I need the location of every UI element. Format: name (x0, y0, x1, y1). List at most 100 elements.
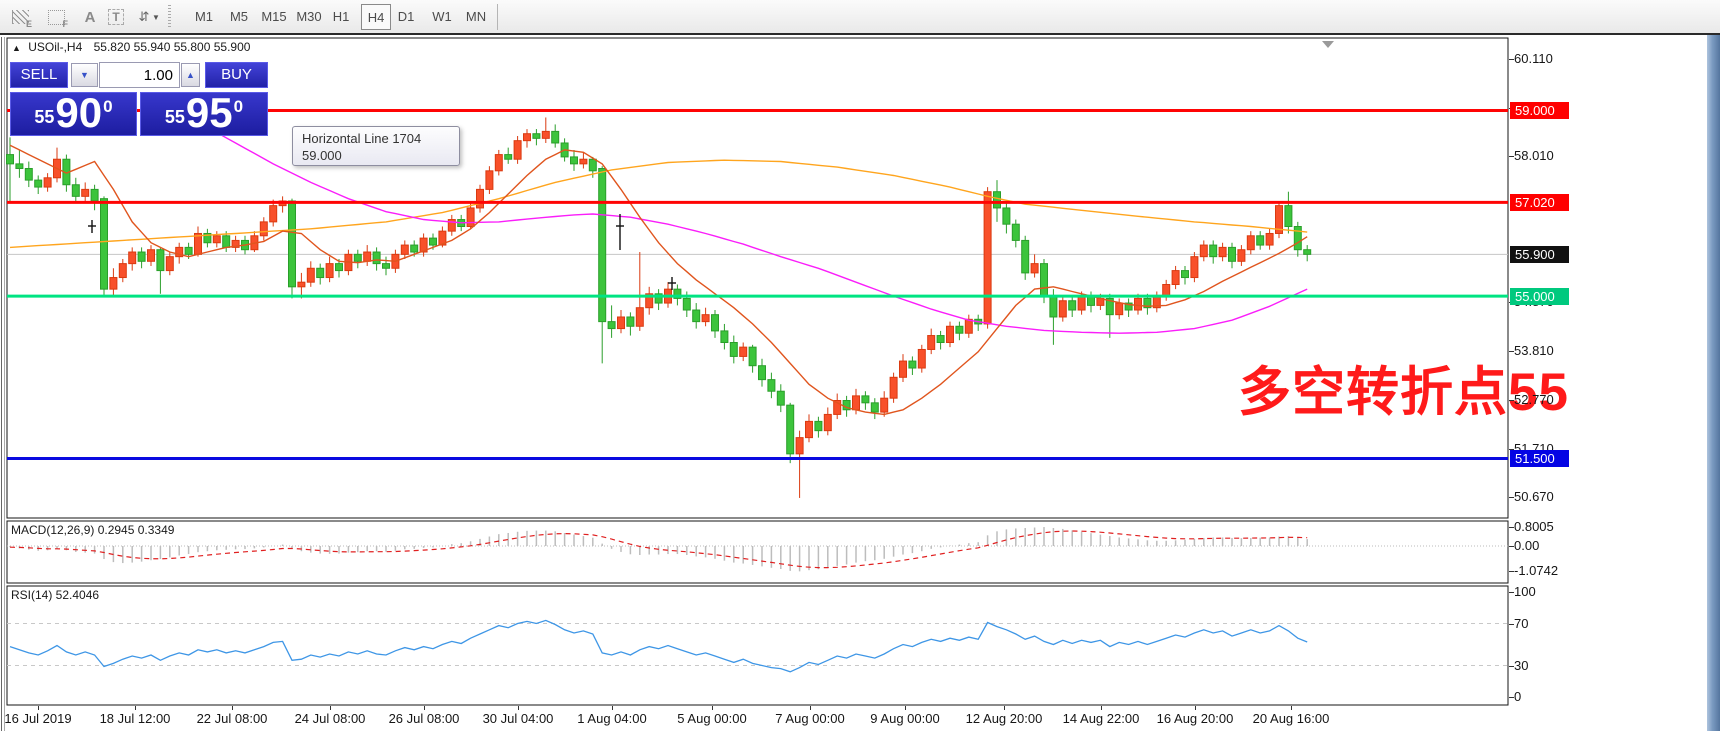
indicators-icon[interactable]: E (8, 6, 32, 29)
rsi-axis-tick: 100 (1514, 584, 1536, 599)
x-axis-tick: 24 Jul 08:00 (294, 711, 366, 726)
price-badge: 55.900 (1510, 245, 1569, 263)
rsi-axis-tickmark (1509, 697, 1514, 698)
window-left-edge (1, 37, 2, 731)
sell-price-big: 90 (55, 89, 103, 136)
timeframe-m15[interactable]: M15 (261, 9, 287, 24)
x-axis-tickmark (1101, 706, 1102, 710)
macd-axis-tickmark (1509, 571, 1514, 573)
window-scrollbar-edge[interactable] (1707, 0, 1720, 731)
x-axis-tick: 16 Jul 2019 (4, 711, 72, 726)
y-axis-tickmark (1509, 156, 1514, 158)
x-axis-tick: 18 Jul 12:00 (99, 711, 171, 726)
symbol-label: USOil-,H4 (28, 40, 83, 54)
sell-price-panel[interactable]: 55 90 0 (10, 92, 137, 136)
text-box-icon[interactable]: T (104, 6, 128, 28)
x-axis-tickmark (612, 706, 613, 710)
x-axis-tick: 7 Aug 00:00 (775, 711, 845, 726)
sell-price-sup: 0 (103, 97, 113, 116)
macd-label: MACD(12,26,9) 0.2945 0.3349 (11, 523, 175, 537)
objects-grid-icon[interactable]: F (44, 6, 68, 29)
ohlc-readout: 55.820 55.940 55.800 55.900 (93, 40, 251, 54)
y-axis-tickmark (1509, 448, 1514, 450)
rsi-axis-tick: 70 (1514, 615, 1529, 631)
chinese-annotation: 多空转折点55 (1238, 363, 1569, 422)
volume-down-stepper[interactable]: ▼ (71, 63, 98, 87)
collapse-arrow-icon[interactable]: ▲ (12, 43, 21, 53)
y-axis-tickmark (1509, 399, 1514, 401)
timeframe-d1[interactable]: D1 (397, 9, 415, 24)
y-axis-tick: 50.670 (1514, 489, 1554, 505)
toolbar-separator (497, 4, 498, 30)
timeframe-h1[interactable]: H1 (332, 9, 350, 24)
x-axis-tickmark (810, 706, 811, 710)
x-axis-tick: 1 Aug 04:00 (577, 711, 647, 726)
x-axis-tickmark (518, 706, 519, 710)
volume-up-stepper[interactable]: ▲ (181, 63, 200, 87)
y-axis-tick: 53.810 (1514, 343, 1554, 359)
chevron-down-icon[interactable]: ▼ (152, 12, 160, 22)
arrows-objects-icon[interactable]: ⇵ (138, 9, 150, 24)
sell-price-small: 55 (34, 107, 55, 127)
rsi-axis-tickmark (1509, 665, 1514, 667)
x-axis-tick: 12 Aug 20:00 (965, 711, 1043, 726)
tooltip-title: Horizontal Line 1704 (302, 131, 422, 146)
macd-axis-tickmark (1509, 527, 1514, 529)
y-axis-tick: 58.010 (1514, 148, 1554, 164)
x-axis-tickmark (905, 706, 906, 710)
price-badge: 59.000 (1510, 102, 1569, 119)
timeframe-w1[interactable]: W1 (432, 9, 452, 24)
timeframe-m30[interactable]: M30 (296, 9, 322, 24)
y-axis-tickmark (1509, 59, 1514, 60)
x-axis-tickmark (424, 706, 425, 710)
toolbar: E F A T ⇵ ▼ M1 M5 M15 M30 H1 H4 D1 W1 MN (0, 0, 1720, 35)
x-axis-tick: 26 Jul 08:00 (388, 711, 460, 726)
tooltip-value: 59.000 (302, 148, 342, 163)
x-axis-tickmark (1004, 706, 1005, 710)
symbol-header: ▲ USOil-,H4 55.820 55.940 55.800 55.900 (12, 40, 250, 54)
macd-axis-tick: 0.8005 (1514, 519, 1554, 535)
macd-axis-tickmark (1509, 546, 1514, 547)
rsi-axis-tick: 30 (1514, 657, 1529, 673)
price-badge: 55.000 (1510, 287, 1569, 305)
volume-input[interactable] (99, 62, 180, 88)
object-tooltip: Horizontal Line 1704 59.000 (292, 126, 460, 166)
x-axis-tick: 16 Aug 20:00 (1156, 711, 1234, 726)
timeframe-m1[interactable]: M1 (194, 9, 214, 24)
timeframe-mn[interactable]: MN (465, 9, 487, 24)
x-axis-tickmark (712, 706, 713, 710)
x-axis-tick: 22 Jul 08:00 (196, 711, 268, 726)
rsi-axis-tick: 0 (1514, 689, 1522, 704)
timeframe-m5[interactable]: M5 (229, 9, 249, 24)
toolbar-grip[interactable] (168, 5, 171, 29)
rsi-axis-tickmark (1509, 623, 1514, 625)
y-axis-tick: 60.110 (1514, 51, 1553, 66)
x-axis-tick: 14 Aug 22:00 (1062, 711, 1140, 726)
window-left-edge-inner (4, 37, 5, 731)
x-axis-tick: 30 Jul 04:00 (482, 711, 554, 726)
buy-price-small: 55 (164, 107, 185, 127)
buy-price-panel[interactable]: 55 95 0 (140, 92, 268, 136)
x-axis-tickmark (330, 706, 331, 710)
x-axis-tick: 5 Aug 00:00 (677, 711, 747, 726)
macd-axis-tick: 0.00 (1514, 538, 1540, 553)
buy-button[interactable]: BUY (205, 62, 268, 88)
price-badge: 57.020 (1510, 193, 1569, 211)
buy-price-big: 95 (185, 89, 233, 136)
timeframe-h4[interactable]: H4 (361, 4, 391, 30)
price-badge: 51.500 (1510, 450, 1569, 467)
x-axis-tick: 9 Aug 00:00 (870, 711, 940, 726)
x-axis-tickmark (135, 706, 136, 710)
y-axis-tickmark (1509, 351, 1514, 353)
text-label-icon[interactable]: A (84, 8, 96, 26)
buy-price-sup: 0 (233, 97, 244, 116)
y-axis-tick: 52.770 (1514, 391, 1554, 407)
y-axis-tickmark (1509, 497, 1514, 499)
x-axis-tickmark (1291, 706, 1292, 710)
x-axis-tickmark (38, 706, 39, 710)
x-axis-tickmark (1195, 706, 1196, 710)
macd-axis-tick: -1.0742 (1514, 563, 1559, 579)
sell-button[interactable]: SELL (10, 62, 68, 88)
